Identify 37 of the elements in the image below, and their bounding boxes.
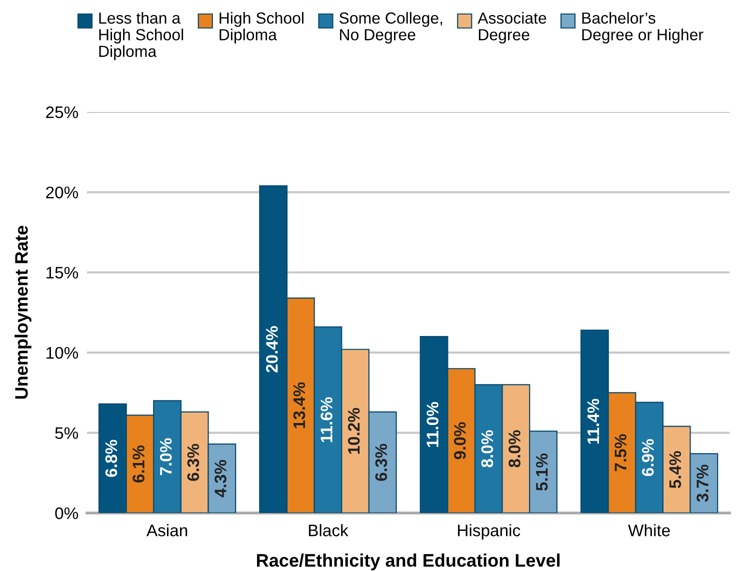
data-label: 8.0% — [481, 430, 494, 468]
data-label: 6.3% — [187, 444, 200, 481]
x-tick-label: Asian — [146, 524, 188, 536]
data-label: 4.3% — [214, 460, 226, 498]
data-label: 11.4% — [587, 398, 600, 444]
data-label: 7.0% — [160, 438, 172, 476]
data-label: 20.4% — [266, 326, 278, 372]
legend-label: Bachelor’s Degree or Higher — [582, 12, 704, 44]
legend-label: High School Diploma — [220, 12, 304, 44]
data-label: 8.0% — [508, 430, 520, 468]
data-label: 9.0% — [454, 422, 466, 460]
data-label: 6.9% — [642, 439, 654, 476]
data-label: 5.4% — [669, 451, 682, 488]
y-tick-label: 20% — [46, 186, 78, 198]
data-label: 11.0% — [426, 402, 438, 447]
y-tick-label: 10% — [46, 346, 78, 359]
data-label: 7.5% — [614, 434, 626, 472]
x-tick-label: Black — [308, 524, 348, 536]
y-tick-label: 5% — [55, 427, 78, 439]
y-tick-label: 25% — [46, 106, 78, 118]
y-axis-title: Unemployment Rate — [14, 226, 32, 399]
y-tick-label: 0% — [55, 507, 78, 520]
data-label: 13.4% — [293, 382, 306, 428]
y-tick-label: 15% — [46, 266, 78, 279]
data-label: 5.1% — [536, 454, 548, 491]
x-tick-label: Hispanic — [458, 524, 520, 540]
data-label: 11.6% — [320, 397, 332, 442]
legend-label: Associate Degree — [478, 12, 546, 44]
data-label: 6.3% — [375, 444, 388, 481]
legend-label: Less than a High School Diploma — [99, 12, 184, 60]
data-label: 3.7% — [696, 464, 708, 502]
data-label: 6.1% — [132, 446, 144, 482]
legend-label: Some College, No Degree — [339, 12, 442, 44]
data-label: 10.2% — [348, 408, 360, 454]
data-label: 6.8% — [105, 440, 118, 477]
x-tick-label: White — [628, 524, 670, 536]
x-axis-title: Race/Ethnicity and Education Level — [257, 554, 560, 570]
